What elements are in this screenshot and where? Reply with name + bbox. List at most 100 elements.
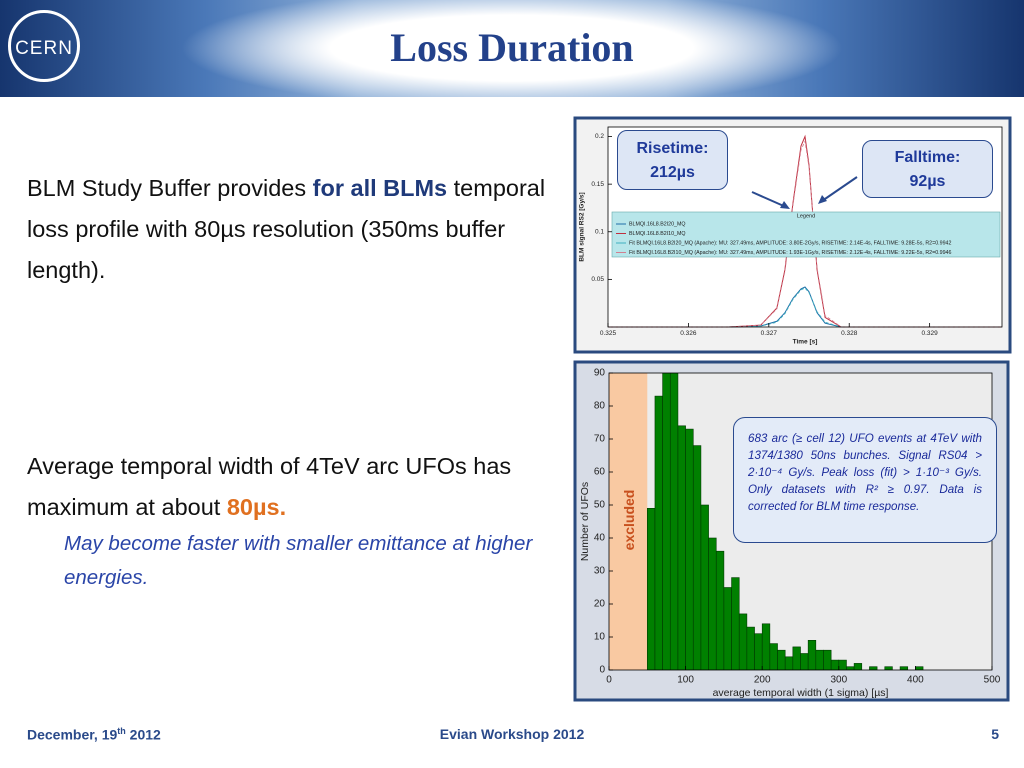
excluded-region bbox=[609, 373, 648, 670]
bullet: BLM Study Buffer provides for all BLMs t… bbox=[27, 168, 562, 291]
text: th bbox=[117, 726, 126, 736]
arrow bbox=[821, 176, 858, 202]
bar bbox=[830, 659, 840, 670]
bar bbox=[708, 537, 717, 670]
text: Falltime: bbox=[894, 149, 961, 166]
bar bbox=[769, 643, 778, 670]
bar bbox=[723, 587, 732, 670]
x-tick-label: 100 bbox=[677, 675, 694, 686]
y-tick-label: 60 bbox=[594, 467, 606, 478]
plot-frame bbox=[607, 126, 1003, 328]
legend-title: Legend bbox=[797, 213, 815, 219]
header: CERN Loss Duration bbox=[0, 0, 1024, 97]
bar bbox=[738, 613, 748, 670]
y-tick-label: 90 bbox=[594, 368, 606, 379]
bar bbox=[823, 649, 832, 670]
bar bbox=[662, 373, 671, 670]
x-axis-label: average temporal width (1 sigma) [µs] bbox=[713, 687, 889, 699]
y-axis-label: BLM signal RS2 [Gy/s] bbox=[579, 192, 586, 261]
text: BLM Study Buffer provides bbox=[27, 175, 313, 201]
bar bbox=[700, 504, 709, 670]
arrow-head bbox=[780, 201, 790, 209]
y-tick-label: 0.2 bbox=[595, 133, 604, 140]
logo: CERN bbox=[8, 10, 80, 82]
bar bbox=[915, 666, 924, 670]
x-tick-label: 400 bbox=[907, 675, 924, 686]
text: Average temporal width of 4TeV arc UFOs … bbox=[27, 453, 512, 520]
annotation: Risetime: 212µs bbox=[617, 130, 728, 190]
bar bbox=[838, 659, 847, 670]
highlight: 80µs. bbox=[226, 494, 287, 520]
arrow-head bbox=[818, 195, 827, 204]
footer-date: December, 19th 2012 bbox=[27, 726, 161, 743]
bar bbox=[784, 656, 794, 670]
legend-label: BLMQI.16L8.B2I20_MQ bbox=[629, 221, 686, 227]
bar bbox=[677, 425, 686, 670]
y-tick-label: 70 bbox=[594, 434, 606, 445]
series-line bbox=[608, 139, 1002, 328]
text: temporal loss profile with 80µs resoluti… bbox=[27, 175, 546, 283]
arrow bbox=[751, 191, 787, 208]
bar bbox=[715, 550, 725, 670]
bar bbox=[815, 649, 824, 670]
y-tick-label: 10 bbox=[594, 632, 606, 643]
text: December, 19 bbox=[27, 726, 118, 743]
text: 212µs bbox=[650, 164, 695, 181]
bar bbox=[654, 395, 663, 670]
legend-label: Fit BLMQI.16L8.B2I20_MQ (Apache): MU: 32… bbox=[629, 240, 951, 246]
y-tick-label: 0 bbox=[599, 665, 605, 676]
bar bbox=[692, 445, 702, 670]
bar bbox=[800, 653, 809, 670]
bar bbox=[807, 639, 817, 670]
bar bbox=[754, 633, 763, 670]
excluded-label: excluded bbox=[621, 490, 637, 551]
y-tick-label: 0.1 bbox=[595, 228, 604, 235]
legend-label: BLMQI.16L8.B2I10_MQ bbox=[629, 231, 686, 237]
y-tick-label: 80 bbox=[594, 401, 606, 412]
sub-bullet: May become faster with smaller emittance… bbox=[64, 532, 533, 589]
bar bbox=[899, 666, 909, 670]
bar bbox=[777, 649, 786, 670]
x-axis-label: Time [s] bbox=[793, 339, 818, 346]
x-tick-label: 0 bbox=[606, 675, 612, 686]
text: 92µs bbox=[909, 173, 946, 190]
x-tick-label: 0.327 bbox=[761, 330, 778, 337]
legend-label: Fit BLMQI.16L8.B2I10_MQ (Apache): MU: 32… bbox=[629, 250, 951, 256]
x-tick-label: 200 bbox=[754, 675, 771, 686]
bars bbox=[646, 373, 924, 670]
x-tick-label: 0.326 bbox=[680, 330, 697, 337]
bar bbox=[669, 373, 679, 670]
x-tick-label: 0.329 bbox=[921, 330, 938, 337]
y-tick-label: 0.15 bbox=[591, 181, 604, 188]
bar bbox=[884, 666, 893, 670]
highlight: for all BLMs bbox=[312, 175, 448, 201]
bullet: Average temporal width of 4TeV arc UFOs … bbox=[27, 446, 562, 528]
bar bbox=[646, 507, 656, 670]
bar bbox=[731, 577, 740, 670]
series-line bbox=[608, 287, 1002, 328]
bar bbox=[746, 626, 755, 670]
footer-event: Evian Workshop 2012 bbox=[439, 726, 585, 742]
bar bbox=[853, 663, 863, 670]
bar bbox=[792, 646, 801, 670]
text: 2012 bbox=[125, 726, 161, 743]
bar bbox=[846, 666, 855, 670]
y-tick-label: 20 bbox=[594, 599, 606, 610]
x-tick-label: 500 bbox=[984, 675, 1001, 686]
x-tick-label: 300 bbox=[830, 675, 847, 686]
text: Risetime: bbox=[636, 140, 709, 157]
legend-box bbox=[611, 211, 1001, 258]
y-tick-label: 50 bbox=[594, 500, 606, 511]
x-tick-label: 0.325 bbox=[600, 330, 617, 337]
page-number: 5 bbox=[991, 726, 999, 742]
y-tick-label: 40 bbox=[594, 533, 606, 544]
slide-title: Loss Duration bbox=[390, 25, 634, 70]
y-tick-label: 30 bbox=[594, 566, 606, 577]
bar bbox=[869, 666, 878, 670]
y-axis-label: Number of UFOs bbox=[579, 482, 591, 561]
annotation: Falltime: 92µs bbox=[862, 140, 993, 198]
x-tick-label: 0.328 bbox=[841, 330, 858, 337]
bar bbox=[761, 623, 771, 670]
